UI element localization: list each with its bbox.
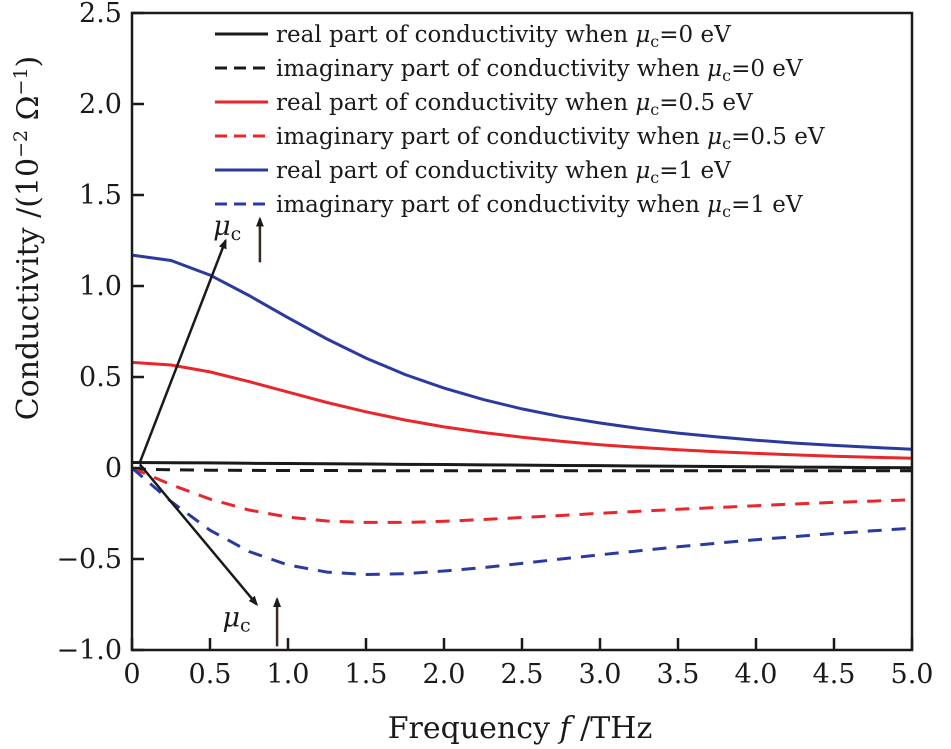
legend-label-3: imaginary part of conductivity when μc=0… <box>276 124 825 153</box>
y-axis-label: Conductivity /(10−2 Ω−1) <box>10 56 46 421</box>
x-tick-label: 3.0 <box>579 659 622 690</box>
y-tick-label: 2.0 <box>79 89 122 120</box>
x-tick-label: 0 <box>123 659 140 690</box>
x-tick-label: 3.5 <box>657 659 700 690</box>
x-tick-label: 4.0 <box>735 659 778 690</box>
mu-c-arrow <box>138 238 227 463</box>
legend-label-5: imaginary part of conductivity when μc=1… <box>276 192 803 221</box>
x-tick-label: 0.5 <box>189 659 232 690</box>
series-line-0 <box>131 461 913 470</box>
y-tick-label: −0.5 <box>56 544 122 575</box>
series-line-5 <box>131 466 913 577</box>
y-tick-label: 0.5 <box>79 362 122 393</box>
x-tick-label: 1.0 <box>267 659 310 690</box>
x-tick-label: 1.5 <box>345 659 388 690</box>
x-tick-label: 4.5 <box>813 659 856 690</box>
x-axis-label: Frequency f /THz <box>388 711 653 746</box>
mu-c-arrow <box>138 463 259 607</box>
y-tick-label: 1.5 <box>79 180 122 211</box>
y-tick-label: −1.0 <box>56 635 122 666</box>
legend-label-2: real part of conductivity when μc=0.5 eV <box>276 90 753 119</box>
legend-label-1: imaginary part of conductivity when μc=0… <box>276 56 803 85</box>
legend: real part of conductivity when μc=0 eV im… <box>215 22 825 221</box>
legend-label-0: real part of conductivity when μc=0 eV <box>276 22 731 51</box>
series-line-3 <box>131 466 913 524</box>
legend-label-4: real part of conductivity when μc=1 eV <box>276 158 731 187</box>
annotation-layer: μc μc <box>138 211 282 647</box>
y-tick-label: 1.0 <box>79 271 122 302</box>
x-tick-label: 5.0 <box>891 659 934 690</box>
series-line-4 <box>131 253 913 451</box>
series-line-1 <box>131 467 912 473</box>
y-tick-label: 0 <box>105 453 122 484</box>
x-tick-label: 2.5 <box>501 659 544 690</box>
series-layer <box>131 253 913 577</box>
x-tick-label: 2.0 <box>423 659 466 690</box>
y-tick-label: 2.5 <box>79 0 122 29</box>
mu-c-label: μc <box>222 602 250 636</box>
mu-c-label: μc <box>213 211 241 245</box>
series-line-2 <box>131 360 913 460</box>
axes: 2.52.01.51.00.50−0.5−1.00 0.5 1.0 1.5 2.0 2.5… <box>56 0 933 690</box>
